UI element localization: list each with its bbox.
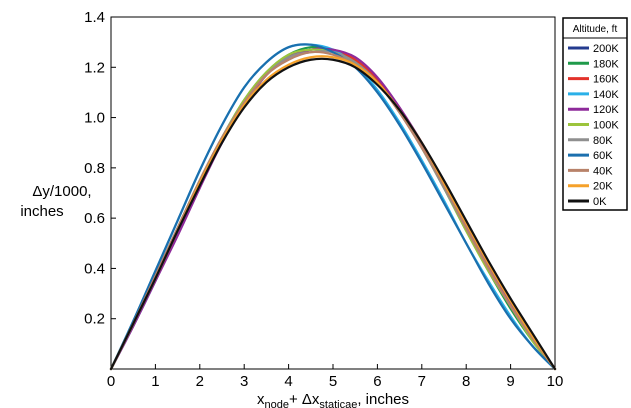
- y-tick-label: 0.6: [84, 210, 105, 227]
- y-tick-label: 1.0: [84, 110, 105, 127]
- y-tick-label: 1.2: [84, 59, 105, 76]
- x-tick-label: 5: [329, 373, 337, 390]
- legend-label-100k: 100K: [593, 120, 619, 132]
- y-axis-ticks: 0.2 0.4 0.6 0.8 1.0 1.2 1.4: [84, 9, 116, 328]
- series-line-200k: [109, 47, 557, 371]
- legend-label-60k: 60K: [593, 150, 613, 162]
- x-tick-label: 6: [373, 373, 381, 390]
- series-line-100k: [109, 48, 557, 371]
- x-tick-label: 4: [284, 373, 292, 390]
- legend-title: Altitude, ft: [573, 24, 618, 35]
- series-line-20k: [109, 55, 557, 371]
- y-tick-label: 0.8: [84, 160, 105, 177]
- legend-label-140k: 140K: [593, 89, 619, 101]
- x-tick-label: 7: [418, 373, 426, 390]
- x-axis-label-middle-sub: staticae: [319, 399, 357, 408]
- series-lines: [109, 43, 557, 371]
- series-line-60k: [109, 43, 557, 371]
- legend-items: 200K 180K 160K 140K 120K 100K 80K 60K 40K 20K 0K: [568, 43, 619, 208]
- legend-label-0k: 0K: [593, 196, 607, 208]
- x-axis-label-prefix-sub: node: [264, 399, 288, 408]
- series-line-120k: [109, 47, 557, 371]
- x-tick-label: 1: [151, 373, 159, 390]
- series-line-140k: [109, 43, 557, 371]
- legend: Altitude, ft 200K 180K 160K 140K 120K 100K 80K…: [562, 17, 628, 211]
- plot-area: [110, 16, 556, 370]
- x-tick-label: 0: [107, 373, 115, 390]
- legend-label-120k: 120K: [593, 104, 619, 116]
- legend-label-200k: 200K: [593, 43, 619, 55]
- x-tick-label: 3: [240, 373, 248, 390]
- x-axis-label-suffix: , inches: [357, 391, 409, 408]
- x-tick-label: 10: [547, 373, 564, 390]
- x-axis-ticks: 0 1 2 3 4 5 6 7 8 9 10: [107, 364, 564, 390]
- y-tick-label: 0.4: [84, 260, 105, 277]
- series-line-80k: [109, 50, 557, 371]
- x-tick-label: 8: [462, 373, 470, 390]
- legend-label-40k: 40K: [593, 165, 613, 177]
- legend-label-160k: 160K: [593, 74, 619, 86]
- y-axis-label-line-2: inches: [20, 203, 63, 220]
- x-axis-label: xnode+ Δxstaticae, inches: [257, 391, 409, 408]
- legend-label-80k: 80K: [593, 135, 613, 147]
- plot-frame: [110, 16, 556, 370]
- series-line-0k: [109, 57, 557, 371]
- x-axis-label-prefix: x: [257, 391, 265, 408]
- legend-box: [562, 17, 628, 211]
- x-tick-label: 2: [196, 373, 204, 390]
- x-tick-label: 9: [506, 373, 514, 390]
- series-line-180k: [109, 45, 557, 371]
- legend-label-180k: 180K: [593, 58, 619, 70]
- x-axis-label-middle: + Δx: [289, 391, 320, 408]
- series-line-160k: [109, 47, 557, 371]
- legend-label-20k: 20K: [593, 181, 613, 193]
- y-tick-label: 1.4: [84, 9, 105, 26]
- series-line-40k: [109, 50, 557, 371]
- y-axis-label-line-1: Δy/1000,: [32, 183, 91, 200]
- y-tick-label: 0.2: [84, 311, 105, 328]
